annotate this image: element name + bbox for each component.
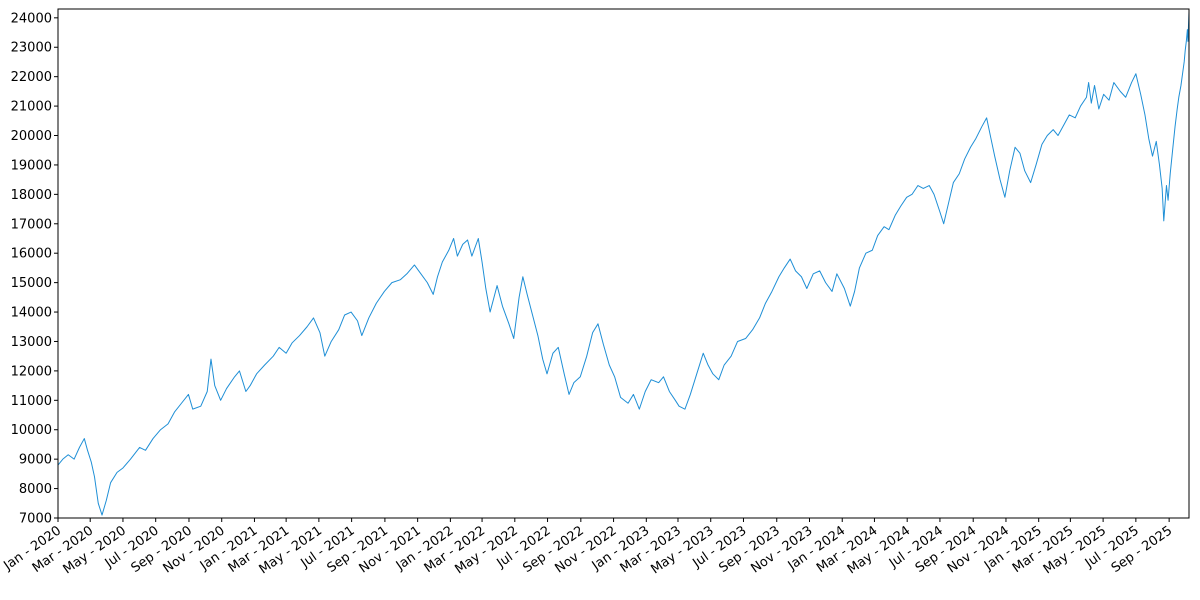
y-tick-label: 9000	[19, 453, 52, 468]
y-tick-label: 23000	[11, 41, 52, 56]
plot-frame	[57, 8, 1190, 519]
y-tick-label: 18000	[11, 188, 52, 203]
y-tick-label: 24000	[11, 11, 52, 26]
y-axis: 7000 8000 9000 10000 11000 12000 13000 14000 150…	[11, 11, 58, 527]
series-line-0	[57, 11, 1190, 516]
y-tick-label: 8000	[19, 482, 52, 497]
y-tick-label: 21000	[11, 100, 52, 115]
series-layer	[57, 11, 1190, 516]
y-tick-label: 22000	[11, 70, 52, 85]
y-tick-label: 17000	[11, 217, 52, 232]
y-tick-label: 11000	[11, 394, 52, 409]
y-tick-label: 13000	[11, 335, 52, 350]
y-tick-label: 20000	[11, 129, 52, 144]
y-tick-label: 12000	[11, 364, 52, 379]
y-tick-label: 14000	[11, 306, 52, 321]
y-tick-label: 15000	[11, 276, 52, 291]
y-tick-label: 19000	[11, 158, 52, 173]
y-tick-label: 7000	[19, 512, 52, 527]
y-tick-label: 10000	[11, 423, 52, 438]
y-tick-label: 16000	[11, 247, 52, 262]
